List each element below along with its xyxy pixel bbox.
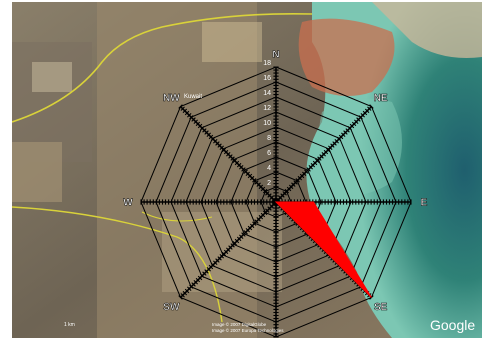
rose-grid (140, 66, 412, 338)
scale-label: 1 km (64, 322, 75, 328)
radial-tick-label: 12 (263, 105, 271, 112)
radial-tick-label: 10 (263, 120, 271, 127)
rose-series (274, 201, 372, 298)
radial-tick-label: 2 (267, 180, 271, 187)
google-logo: Google (430, 317, 475, 333)
direction-label-NW: NW (163, 93, 180, 104)
direction-label-W: W (123, 198, 133, 209)
place-label: Kuwait (184, 94, 202, 100)
radial-tick-labels: 2 4 6 8 10 12 14 16 18 (263, 60, 271, 187)
direction-label-E: E (421, 198, 428, 209)
radial-tick-label: 8 (267, 135, 271, 142)
direction-labels: NNEESESSWWNW (123, 49, 428, 313)
radial-tick-label: 14 (263, 90, 271, 97)
direction-label-SW: SW (163, 302, 180, 313)
radial-tick-label: 18 (263, 60, 271, 67)
copyright-line-1: Image © 2007 DigitalGlobe (212, 321, 267, 327)
radial-tick-label: 16 (263, 75, 271, 82)
radial-tick-label: 6 (267, 150, 271, 157)
direction-label-N: N (272, 50, 279, 61)
radial-tick-label: 4 (267, 165, 271, 172)
direction-label-SE: SE (374, 302, 388, 313)
direction-label-NE: NE (374, 93, 388, 104)
satellite-imagery (12, 2, 482, 338)
series-wedge-0 (274, 201, 372, 298)
copyright-line-2: Image © 2007 Europa Technologies (212, 327, 284, 333)
